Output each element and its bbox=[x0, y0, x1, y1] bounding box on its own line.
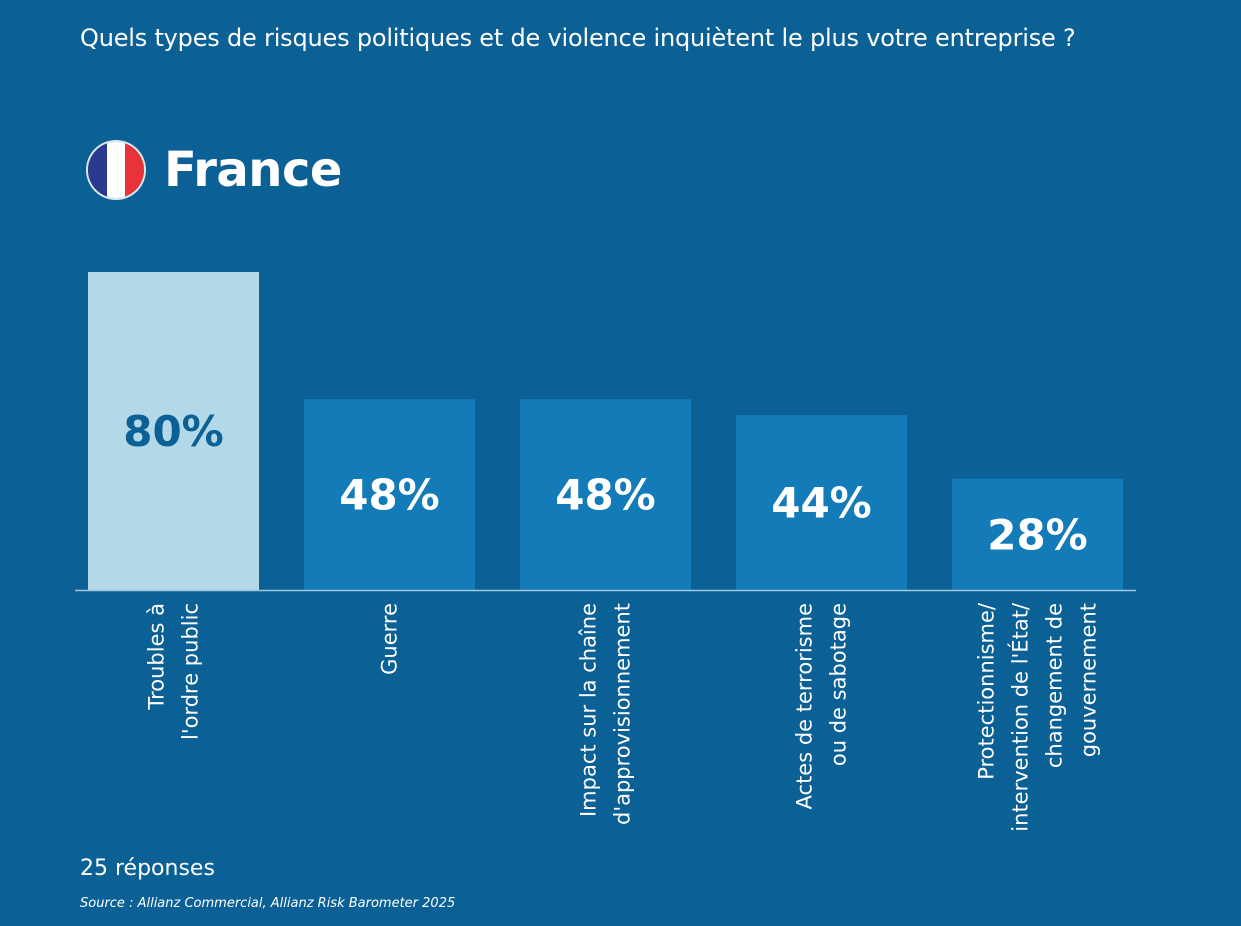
bar bbox=[88, 272, 259, 590]
category-label: Impact sur la chaîne bbox=[577, 603, 601, 817]
category-label: l'ordre public bbox=[179, 603, 203, 740]
category-label: intervention de l'État/ bbox=[1008, 602, 1033, 832]
bar bbox=[520, 399, 691, 590]
country-title: France bbox=[164, 142, 342, 198]
category-label: Troubles à bbox=[145, 603, 169, 711]
source-note: Source : Allianz Commercial, Allianz Ris… bbox=[80, 896, 456, 911]
flag-stripe-red bbox=[125, 142, 144, 198]
category-label: gouvernement bbox=[1077, 603, 1101, 757]
bar bbox=[736, 415, 907, 590]
bar bbox=[952, 478, 1123, 590]
bar-value-label: 48% bbox=[339, 471, 440, 520]
flag-stripe-blue bbox=[88, 142, 107, 198]
category-label: ou de sabotage bbox=[827, 603, 851, 766]
bar-value-label: 80% bbox=[123, 407, 224, 456]
france-flag-icon bbox=[88, 142, 144, 198]
responses-count: 25 réponses bbox=[80, 856, 215, 881]
category-label: changement de bbox=[1043, 603, 1067, 768]
chart-question-title: Quels types de risques politiques et de … bbox=[80, 24, 1076, 52]
bar bbox=[304, 399, 475, 590]
category-label: d'approvisionnement bbox=[611, 603, 635, 825]
bar-value-label: 48% bbox=[555, 471, 656, 520]
category-label: Actes de terrorisme bbox=[793, 603, 817, 809]
category-label: Protectionnisme/ bbox=[975, 602, 999, 780]
category-label: Guerre bbox=[378, 603, 402, 675]
bar-value-label: 44% bbox=[771, 479, 872, 528]
flag-stripe-white bbox=[106, 142, 126, 198]
bar-value-label: 28% bbox=[987, 510, 1088, 559]
